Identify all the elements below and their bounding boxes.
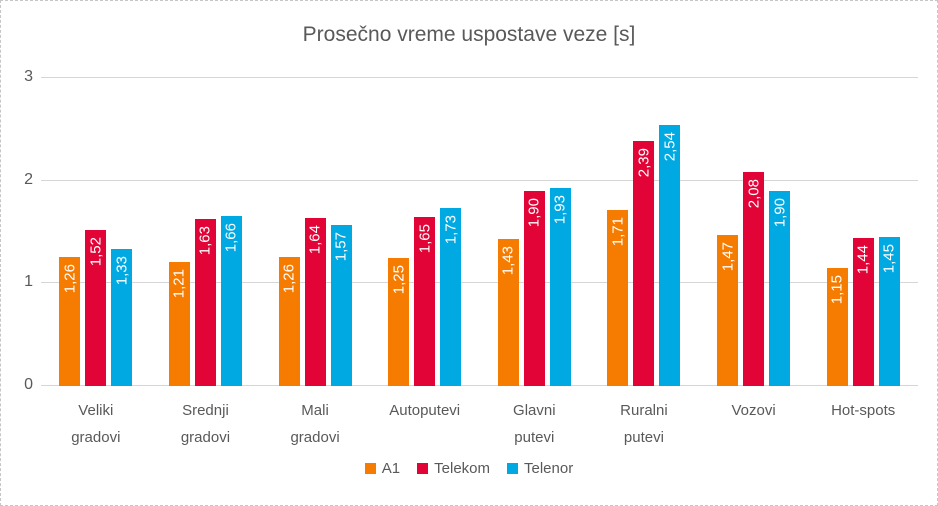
bar-telenor-hot-spots[interactable]: 1,45 [878, 237, 900, 386]
bar-value-label: 1,52 [87, 236, 105, 267]
legend-swatch-icon [417, 463, 429, 474]
bar-a1-hot-spots[interactable]: 1,15 [826, 267, 848, 386]
legend-item-telenor[interactable]: Telenor [507, 460, 573, 477]
bar-value-label: 1,26 [61, 263, 79, 293]
bar-telekom-autoputevi[interactable]: 1,65 [414, 216, 436, 386]
y-axis-tick-label: 2 [24, 170, 33, 188]
bar-a1-mali-gradovi[interactable]: 1,26 [278, 256, 300, 386]
bar-value-label: 1,44 [854, 245, 872, 275]
bar-telenor-mali-gradovi[interactable]: 1,57 [330, 224, 352, 386]
category-label-glavni-putevi: Glavni putevi [513, 402, 556, 446]
bar-telenor-srednji-gradovi[interactable]: 1,66 [220, 215, 242, 386]
category-label-veliki-gradovi: Veliki gradovi [71, 402, 121, 446]
gridline [41, 282, 918, 284]
chart-title: Prosečno vreme uspostave veze [s] [302, 23, 636, 46]
legend-label: A1 [381, 460, 401, 477]
legend: A1 Telekom Telenor [1, 460, 937, 477]
bar-telekom-glavni-putevi[interactable]: 1,90 [523, 190, 545, 386]
y-axis-tick-label: 1 [24, 273, 33, 291]
bar-group-srednji-gradovi: 1,21 1,63 1,66 [151, 78, 261, 386]
legend-swatch-icon [364, 463, 376, 474]
bar-value-label: 1,45 [880, 244, 898, 274]
bar-a1-srednji-gradovi[interactable]: 1,21 [168, 261, 190, 386]
category-label-ruralni-putevi: Ruralni putevi [620, 402, 668, 446]
bar-value-label: 1,33 [113, 256, 131, 286]
bar-telekom-veliki-gradovi[interactable]: 1,52 [85, 229, 107, 386]
bar-value-label: 2,08 [745, 179, 763, 209]
bar-a1-ruralni-putevi[interactable]: 1,71 [607, 210, 629, 386]
bar-a1-autoputevi[interactable]: 1,25 [388, 257, 410, 386]
category-label-autoputevi: Autoputevi [389, 402, 461, 419]
bar-value-label: 1,90 [525, 197, 543, 228]
category-label-srednji-gradovi: Srednji gradovi [180, 402, 231, 446]
bar-value-label: 1,26 [280, 263, 298, 293]
bar-group-veliki-gradovi: 1,26 1,52 1,33 [41, 78, 151, 386]
bar-group-ruralni-putevi: 1,71 2,39 2,54 [589, 78, 699, 386]
gridline [41, 179, 918, 181]
bar-telekom-hot-spots[interactable]: 1,44 [852, 238, 874, 386]
bar-telekom-mali-gradovi[interactable]: 1,64 [304, 217, 326, 386]
legend-label: Telekom [434, 460, 490, 477]
bar-value-label: 1,25 [390, 264, 408, 294]
category-label-mali-gradovi: Mali gradovi [290, 402, 340, 446]
bar-telekom-vozovi[interactable]: 2,08 [743, 172, 765, 386]
legend-item-telekom[interactable]: Telekom [417, 460, 490, 477]
bar-value-label: 1,65 [416, 223, 434, 253]
bar-value-label: 1,73 [442, 215, 460, 245]
bar-value-label: 1,43 [499, 246, 517, 276]
bar-group-glavni-putevi: 1,43 1,90 1,93 [480, 78, 590, 386]
x-axis: Veliki gradovi Srednji gradovi Mali gradov… [41, 397, 918, 451]
category-label-vozovi: Vozovi [731, 402, 776, 419]
bar-telekom-srednji-gradovi[interactable]: 1,63 [194, 218, 216, 386]
y-axis-tick-label: 0 [24, 376, 33, 393]
gridline [41, 77, 918, 78]
bar-value-label: 1,90 [771, 197, 789, 228]
legend-item-a1[interactable]: A1 [364, 460, 401, 477]
bar-a1-vozovi[interactable]: 1,47 [717, 235, 739, 386]
bar-group-autoputevi: 1,25 1,65 1,73 [370, 78, 480, 386]
category-label-hot-spots: Hot-spots [831, 402, 896, 419]
bar-group-vozovi: 1,47 2,08 1,90 [699, 78, 809, 386]
bar-telekom-ruralni-putevi[interactable]: 2,39 [633, 140, 655, 386]
bar-telenor-veliki-gradovi[interactable]: 1,33 [111, 249, 133, 386]
bar-value-label: 1,47 [719, 242, 737, 272]
bar-value-label: 2,39 [635, 147, 653, 177]
bar-group-mali-gradovi: 1,26 1,64 1,57 [260, 78, 370, 386]
legend-label: Telenor [524, 460, 574, 477]
bar-value-label: 1,63 [196, 225, 214, 255]
legend-swatch-icon [507, 463, 518, 474]
bar-value-label: 1,57 [332, 231, 350, 262]
bar-value-label: 1,15 [828, 274, 846, 305]
bars-layer: 1,26 1,52 1,33 1,21 1,63 1,66 1,26 1,64 1,57 1,25… [41, 78, 918, 386]
bar-a1-glavni-putevi[interactable]: 1,43 [497, 239, 519, 386]
bar-telenor-glavni-putevi[interactable]: 1,93 [549, 187, 571, 386]
bar-telenor-vozovi[interactable]: 1,90 [769, 190, 791, 386]
y-axis-tick-label: 3 [24, 68, 33, 85]
plot-area: 1,26 1,52 1,33 1,21 1,63 1,66 1,26 1,64 1,57 1,25… [41, 77, 918, 386]
gridline [41, 385, 918, 386]
bar-telenor-autoputevi[interactable]: 1,73 [440, 208, 462, 386]
bar-a1-veliki-gradovi[interactable]: 1,26 [59, 256, 81, 386]
bar-value-label: 1,21 [170, 268, 188, 298]
bar-value-label: 2,54 [661, 132, 679, 162]
bar-value-label: 1,66 [222, 222, 240, 252]
bar-group-hot-spots: 1,15 1,44 1,45 [808, 78, 918, 386]
bar-value-label: 1,64 [306, 224, 324, 254]
bar-telenor-ruralni-putevi[interactable]: 2,54 [659, 125, 681, 386]
bar-value-label: 1,93 [551, 194, 569, 225]
bar-value-label: 1,71 [609, 217, 627, 247]
